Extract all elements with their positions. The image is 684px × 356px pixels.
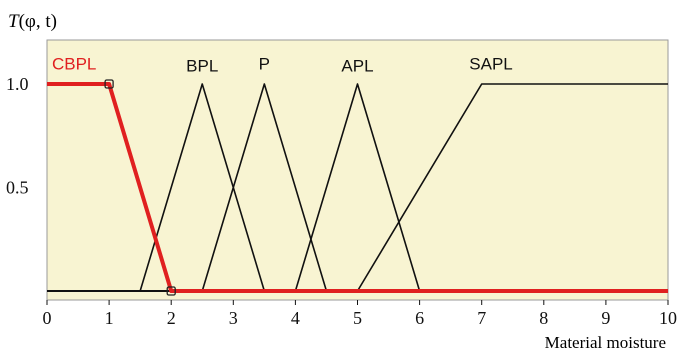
y-tick-label-1: 0.5 xyxy=(6,178,29,198)
x-tick-label-6: 6 xyxy=(415,308,424,328)
series-layer xyxy=(47,82,668,293)
marker-cbpl-0 xyxy=(104,79,114,89)
series-label-p: P xyxy=(259,55,270,74)
x-tick-label-3: 3 xyxy=(229,308,238,328)
y-tick-label-0: 1.0 xyxy=(6,74,29,94)
x-axis-ticks: 0 1 2 3 4 5 6 7 8 9 10 xyxy=(43,300,677,328)
x-tick-label-5: 5 xyxy=(353,308,362,328)
x-tick-label-8: 8 xyxy=(539,308,548,328)
x-tick-label-2: 2 xyxy=(167,308,176,328)
x-axis-label: Material moisture xyxy=(545,333,666,352)
series-label-cbpl: CBPL xyxy=(52,55,96,74)
y-axis-ticks: 1.0 0.5 xyxy=(6,74,29,198)
series-labels: CBPL BPL P APL SAPL xyxy=(52,55,513,76)
x-tick-label-9: 9 xyxy=(601,308,610,328)
y-axis-label-args: (φ, t) xyxy=(19,11,57,32)
x-tick-label-10: 10 xyxy=(659,308,677,328)
x-tick-label-4: 4 xyxy=(291,308,300,328)
series-line-cbpl xyxy=(47,82,668,293)
y-axis-label-prefix: T xyxy=(8,11,20,32)
plot-area xyxy=(46,39,669,301)
y-axis-label: T(φ, t) xyxy=(8,11,57,32)
series-label-sapl: SAPL xyxy=(469,55,512,74)
series-label-apl: APL xyxy=(341,57,373,76)
x-tick-label-0: 0 xyxy=(43,308,52,328)
marker-cbpl-1 xyxy=(166,286,176,296)
marker-layer xyxy=(104,79,176,296)
series-line-bpl xyxy=(139,83,266,292)
x-tick-label-1: 1 xyxy=(105,308,114,328)
series-line-p xyxy=(201,83,328,292)
x-tick-label-7: 7 xyxy=(477,308,486,328)
series-line-sapl xyxy=(356,83,668,292)
series-label-bpl: BPL xyxy=(186,57,218,76)
